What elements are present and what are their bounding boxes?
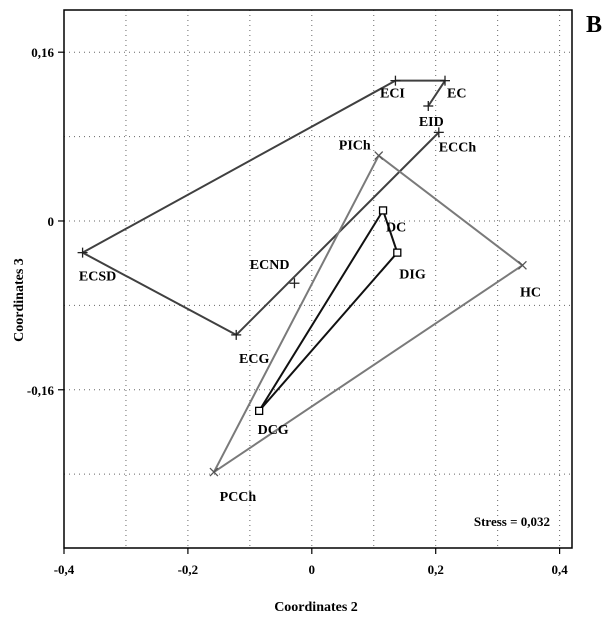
point-dig — [393, 248, 402, 257]
point-ecsd — [77, 247, 88, 258]
y-tick-label: 0,16 — [31, 45, 54, 60]
label-dig: DIG — [399, 268, 426, 283]
series-lines — [81, 79, 524, 474]
data-markers — [77, 75, 527, 477]
label-ecg: ECG — [239, 352, 269, 367]
axis-ticks: -0,4 -0,2 0 0,2 0,4 0,16 0 -0,16 — [27, 45, 568, 577]
point-eid — [423, 100, 434, 111]
y-axis-title: Coordinates 3 — [12, 258, 27, 342]
series-line-3 — [212, 154, 524, 474]
y-tick-label: 0 — [48, 214, 55, 229]
x-tick-label: -0,4 — [54, 562, 75, 577]
label-eid: EID — [419, 115, 444, 130]
x-tick-label: 0,4 — [551, 562, 568, 577]
label-ecch: ECCh — [439, 140, 477, 155]
series-line-4 — [258, 209, 399, 412]
x-tick-label: -0,2 — [178, 562, 199, 577]
x-axis-title: Coordinates 2 — [274, 600, 358, 615]
label-pich: PICh — [339, 139, 371, 154]
label-eci: ECI — [380, 87, 405, 102]
label-hc: HC — [520, 285, 541, 300]
label-dc: DC — [386, 220, 406, 235]
point-ecg — [231, 329, 242, 340]
y-tick-label: -0,16 — [27, 383, 55, 398]
plot-frame — [63, 9, 573, 549]
point-eci — [390, 75, 401, 86]
grid — [64, 10, 572, 548]
label-ecsd: ECSD — [79, 270, 116, 285]
panel-letter: B — [586, 12, 602, 38]
stress-annotation: Stress = 0,032 — [474, 514, 550, 529]
x-tick-label: 0,2 — [428, 562, 444, 577]
point-ec — [440, 75, 450, 86]
point-dc — [378, 206, 388, 215]
label-dcg: DCG — [258, 423, 289, 438]
point-hc — [517, 260, 527, 270]
point-pcch — [209, 467, 219, 477]
point-ecch — [433, 127, 444, 138]
label-ec: EC — [447, 87, 466, 102]
point-ecnd — [289, 278, 300, 289]
point-dcg — [254, 406, 264, 416]
label-pcch: PCCh — [220, 490, 257, 505]
x-tick-label: 0 — [309, 562, 316, 577]
point-pich — [374, 151, 384, 161]
label-ecnd: ECND — [250, 258, 290, 273]
